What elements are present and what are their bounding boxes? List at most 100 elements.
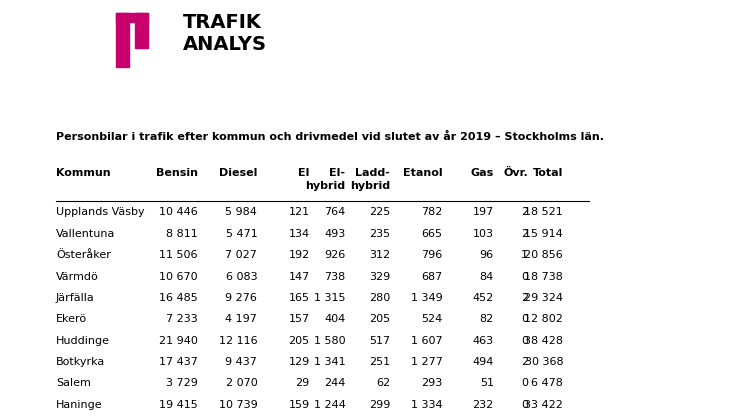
Text: 82: 82	[480, 314, 494, 324]
Text: 18 738: 18 738	[524, 272, 563, 282]
Text: 687: 687	[421, 272, 442, 282]
Text: 2: 2	[521, 229, 528, 239]
Text: 96: 96	[480, 250, 494, 260]
Text: 7 233: 7 233	[166, 314, 198, 324]
Text: 782: 782	[421, 207, 442, 217]
Text: 10 670: 10 670	[159, 272, 198, 282]
Text: 0: 0	[521, 314, 528, 324]
Text: 192: 192	[289, 250, 310, 260]
Text: 20 856: 20 856	[524, 250, 563, 260]
Text: TRAFIK
ANALYS: TRAFIK ANALYS	[183, 13, 267, 54]
Text: 5 471: 5 471	[225, 229, 257, 239]
Text: Vallentuna: Vallentuna	[56, 229, 116, 239]
Text: Gas: Gas	[471, 168, 494, 178]
Text: 19 415: 19 415	[159, 400, 198, 410]
Text: 1 244: 1 244	[313, 400, 345, 410]
Text: Österåker: Österåker	[56, 250, 111, 260]
Text: 103: 103	[473, 229, 494, 239]
Text: Bensin: Bensin	[156, 168, 198, 178]
Text: 7 027: 7 027	[225, 250, 257, 260]
Text: 38 428: 38 428	[524, 336, 563, 346]
Text: Huddinge: Huddinge	[56, 336, 110, 346]
Text: hybrid: hybrid	[350, 181, 390, 191]
Text: 33 422: 33 422	[524, 400, 563, 410]
Text: 205: 205	[289, 336, 310, 346]
Text: Järfälla: Järfälla	[56, 293, 95, 303]
Text: 9 437: 9 437	[225, 357, 257, 367]
Text: Salem: Salem	[56, 378, 91, 388]
Text: 329: 329	[369, 272, 390, 282]
Text: Värmdö: Värmdö	[56, 272, 98, 282]
Text: 244: 244	[324, 378, 345, 388]
Text: 0: 0	[521, 272, 528, 282]
Text: 493: 493	[325, 229, 345, 239]
Text: 18 521: 18 521	[524, 207, 563, 217]
Text: 517: 517	[369, 336, 390, 346]
Text: 235: 235	[369, 229, 390, 239]
Text: 494: 494	[472, 357, 494, 367]
Text: Övr.: Övr.	[504, 168, 528, 178]
Text: 0: 0	[521, 378, 528, 388]
Text: 6 478: 6 478	[531, 378, 563, 388]
Text: Kommun: Kommun	[56, 168, 110, 178]
Text: 299: 299	[369, 400, 390, 410]
Text: 524: 524	[421, 314, 442, 324]
Text: 11 506: 11 506	[159, 250, 198, 260]
Text: 157: 157	[289, 314, 310, 324]
Text: 232: 232	[473, 400, 494, 410]
Text: 197: 197	[473, 207, 494, 217]
Text: 12 116: 12 116	[219, 336, 257, 346]
Text: 205: 205	[369, 314, 390, 324]
Text: Ekerö: Ekerö	[56, 314, 87, 324]
Text: 9 276: 9 276	[225, 293, 257, 303]
Text: 134: 134	[289, 229, 310, 239]
Text: 1 580: 1 580	[314, 336, 345, 346]
Text: El-: El-	[330, 168, 345, 178]
Text: Haninge: Haninge	[56, 400, 102, 410]
Text: Personbilar i trafik efter kommun och drivmedel vid slutet av år 2019 – Stockhol: Personbilar i trafik efter kommun och dr…	[56, 132, 604, 142]
Text: 16 485: 16 485	[159, 293, 198, 303]
Text: 165: 165	[289, 293, 310, 303]
Text: 293: 293	[421, 378, 442, 388]
Text: 3 729: 3 729	[166, 378, 198, 388]
Text: 51: 51	[480, 378, 494, 388]
Text: 738: 738	[325, 272, 345, 282]
Text: 2: 2	[521, 293, 528, 303]
Text: Diesel: Diesel	[219, 168, 257, 178]
Text: 2: 2	[521, 357, 528, 367]
Text: 6 083: 6 083	[226, 272, 257, 282]
Text: 21 940: 21 940	[159, 336, 198, 346]
Text: 8 811: 8 811	[166, 229, 198, 239]
Text: 1 315: 1 315	[314, 293, 345, 303]
Text: 10 446: 10 446	[159, 207, 198, 217]
Text: 452: 452	[473, 293, 494, 303]
Text: 1 349: 1 349	[410, 293, 442, 303]
Text: Ladd-: Ladd-	[355, 168, 390, 178]
Text: 764: 764	[325, 207, 345, 217]
Text: 1: 1	[521, 250, 528, 260]
Text: 796: 796	[421, 250, 442, 260]
Text: Total: Total	[533, 168, 563, 178]
Text: 0: 0	[521, 336, 528, 346]
Text: 2 070: 2 070	[225, 378, 257, 388]
Text: 129: 129	[289, 357, 310, 367]
Text: 12 802: 12 802	[524, 314, 563, 324]
Text: 1 277: 1 277	[410, 357, 442, 367]
Text: El: El	[298, 168, 310, 178]
Text: 84: 84	[480, 272, 494, 282]
Text: 926: 926	[325, 250, 345, 260]
Text: hybrid: hybrid	[305, 181, 345, 191]
Text: 147: 147	[289, 272, 310, 282]
Text: 225: 225	[369, 207, 390, 217]
Text: 121: 121	[289, 207, 310, 217]
Text: 665: 665	[421, 229, 442, 239]
Text: Upplands Väsby: Upplands Väsby	[56, 207, 145, 217]
Text: 2: 2	[521, 207, 528, 217]
Text: 62: 62	[376, 378, 390, 388]
Text: 5 984: 5 984	[225, 207, 257, 217]
Text: 29: 29	[295, 378, 310, 388]
Text: 15 914: 15 914	[524, 229, 563, 239]
Text: 404: 404	[325, 314, 345, 324]
Text: 463: 463	[473, 336, 494, 346]
Text: 280: 280	[369, 293, 390, 303]
